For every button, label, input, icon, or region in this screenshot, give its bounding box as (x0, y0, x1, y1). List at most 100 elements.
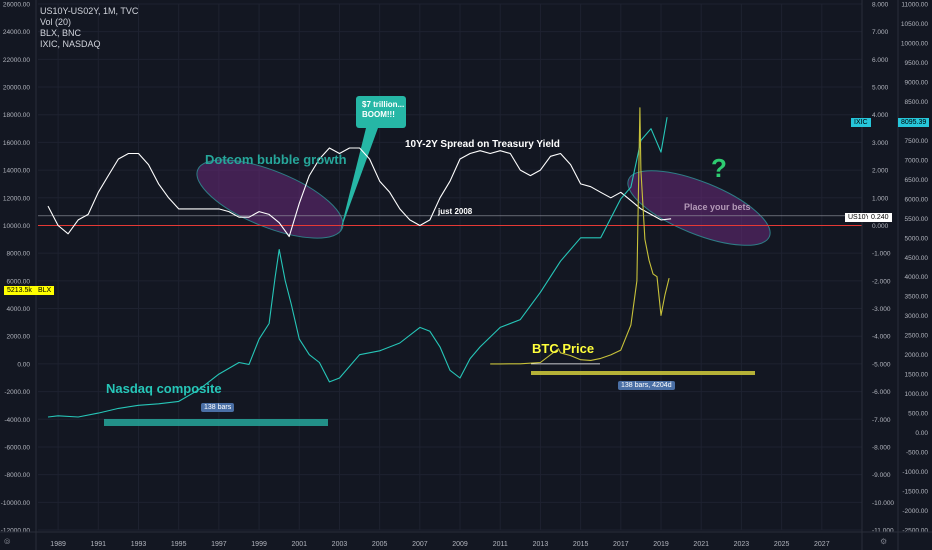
series-line-us10y-us02y (47, 147, 672, 238)
right1-tick-label: -9.000 (872, 472, 891, 479)
right2-tick-label: 5000.00 (905, 235, 929, 242)
right1-tick-label: -5.000 (872, 361, 891, 368)
right1-tick-label: -2.000 (872, 278, 891, 285)
x-tick-label: 1997 (211, 541, 227, 548)
right1-tick-label: -1.000 (872, 251, 891, 258)
legend-nasdaq[interactable]: IXIC, NASDAQ (40, 39, 101, 49)
right2-tick-label: 9500.00 (905, 60, 929, 67)
left-tick-label: 8000.00 (7, 251, 31, 258)
x-tick-label: 1989 (50, 541, 66, 548)
x-tick-label: 2021 (693, 541, 709, 548)
right2-tick-label: 1500.00 (905, 372, 929, 379)
right1-tick-label: -8.000 (872, 444, 891, 451)
timezone-icon[interactable]: ⦾ (4, 537, 11, 546)
spread-title-label[interactable]: 10Y-2Y Spread on Treasury Yield (405, 139, 560, 150)
bets-ellipse (627, 170, 771, 246)
right1-tick-label: -7.000 (872, 417, 891, 424)
right1-tick-label: 6.000 (872, 57, 889, 64)
legend-volume[interactable]: Vol (20) (40, 17, 72, 27)
right1-tick-label: -4.000 (872, 334, 891, 341)
right2-tick-label: 5500.00 (905, 216, 929, 223)
bars-range-tag[interactable]: 138 bars, 4204d (618, 381, 675, 390)
x-tick-label: 2023 (734, 541, 750, 548)
blx-label-tag: BLX (35, 286, 55, 295)
left-tick-label: 20000.00 (3, 85, 30, 92)
right2-tick-label: -2500.00 (902, 528, 928, 535)
dotcom-ellipse (196, 159, 344, 239)
x-tick-label: 2013 (533, 541, 549, 548)
right2-tick-label: 7000.00 (905, 157, 929, 164)
just-2008-label[interactable]: just 2008 (438, 207, 473, 216)
x-tick-label: 2027 (814, 541, 830, 548)
right2-tick-label: 0.00 (915, 430, 928, 437)
right2-tick-label: 2000.00 (905, 352, 929, 359)
us10y-price-tag: 0.240 (868, 213, 892, 222)
x-tick-label: 2007 (412, 541, 428, 548)
left-tick-label: 2000.00 (7, 334, 31, 341)
right2-tick-label: 4000.00 (905, 274, 929, 281)
left-tick-label: 22000.00 (3, 57, 30, 64)
right2-tick-label: 3000.00 (905, 313, 929, 320)
right1-tick-label: 7.000 (872, 29, 889, 36)
right1-tick-label: -6.000 (872, 389, 891, 396)
left-tick-label: 0.00 (17, 361, 30, 368)
left-tick-label: -12000.00 (1, 528, 31, 535)
right1-tick-label: 3.000 (872, 140, 889, 147)
left-tick-label: 6000.00 (7, 278, 31, 285)
left-tick-label: -6000.00 (4, 444, 30, 451)
right2-tick-label: -2000.00 (902, 508, 928, 515)
left-tick-label: 10000.00 (3, 223, 30, 230)
right2-tick-label: 10000.00 (901, 40, 928, 47)
left-tick-label: -8000.00 (4, 472, 30, 479)
left-tick-label: 12000.00 (3, 195, 30, 202)
right2-tick-label: 6500.00 (905, 177, 929, 184)
trillion-callout[interactable]: $7 trillion... BOOM!!! (356, 96, 406, 128)
x-tick-label: 2011 (493, 541, 508, 548)
bars-count-tag[interactable]: 138 bars (201, 403, 235, 412)
left-tick-label: 26000.00 (3, 2, 30, 9)
x-tick-label: 1993 (131, 541, 147, 548)
left-tick-label: 18000.00 (3, 112, 30, 119)
dotcom-label[interactable]: Dotcom bubble growth (205, 152, 347, 167)
right1-tick-label: -10.000 (872, 500, 894, 507)
settings-gear-icon[interactable]: ⚙ (880, 537, 888, 546)
right2-tick-label: -1500.00 (902, 489, 928, 496)
right2-tick-label: 8500.00 (905, 99, 929, 106)
left-tick-label: 24000.00 (3, 29, 30, 36)
right2-tick-label: 6000.00 (905, 196, 929, 203)
right2-tick-label: 7500.00 (905, 138, 929, 145)
right1-tick-label: 0.000 (872, 223, 889, 230)
right2-tick-label: -1000.00 (902, 469, 928, 476)
right1-tick-label: -3.000 (872, 306, 891, 313)
btc-price-label[interactable]: BTC Price (532, 341, 595, 356)
right1-tick-label: -11.000 (872, 528, 894, 535)
legend-symbol[interactable]: US10Y-US02Y, 1M, TVC (40, 6, 139, 16)
nasdaq-composite-label[interactable]: Nasdaq composite (106, 381, 222, 396)
x-tick-label: 2019 (653, 541, 669, 548)
x-tick-label: 2017 (613, 541, 629, 548)
nasdaq-range-bar (104, 419, 328, 426)
us10y-label-tag: US10Y (845, 213, 874, 222)
question-mark[interactable]: ? (711, 153, 727, 183)
callout-pointer (340, 128, 378, 232)
x-tick-label: 2009 (452, 541, 468, 548)
x-tick-label: 2005 (372, 541, 388, 548)
grid-lines (38, 3, 862, 531)
x-tick-label: 1999 (251, 541, 267, 548)
right1-tick-label: 1.000 (872, 195, 889, 202)
x-tick-label: 1995 (171, 541, 187, 548)
x-tick-label: 2025 (774, 541, 790, 548)
right2-tick-label: 10500.00 (901, 21, 928, 28)
series-line-ixic (47, 117, 668, 418)
left-tick-label: -4000.00 (4, 417, 30, 424)
series-lines (47, 107, 672, 418)
ixic-label-tag: IXIC (851, 118, 871, 127)
place-bets-label[interactable]: Place your bets (684, 202, 751, 212)
legend-btc[interactable]: BLX, BNC (40, 28, 82, 38)
right1-tick-label: 2.000 (872, 168, 889, 175)
left-tick-label: 4000.00 (7, 306, 31, 313)
right2-tick-label: 500.00 (908, 411, 928, 418)
right1-tick-label: 8.000 (872, 2, 889, 9)
ixic-price-tag: 8095.39 (898, 118, 930, 127)
